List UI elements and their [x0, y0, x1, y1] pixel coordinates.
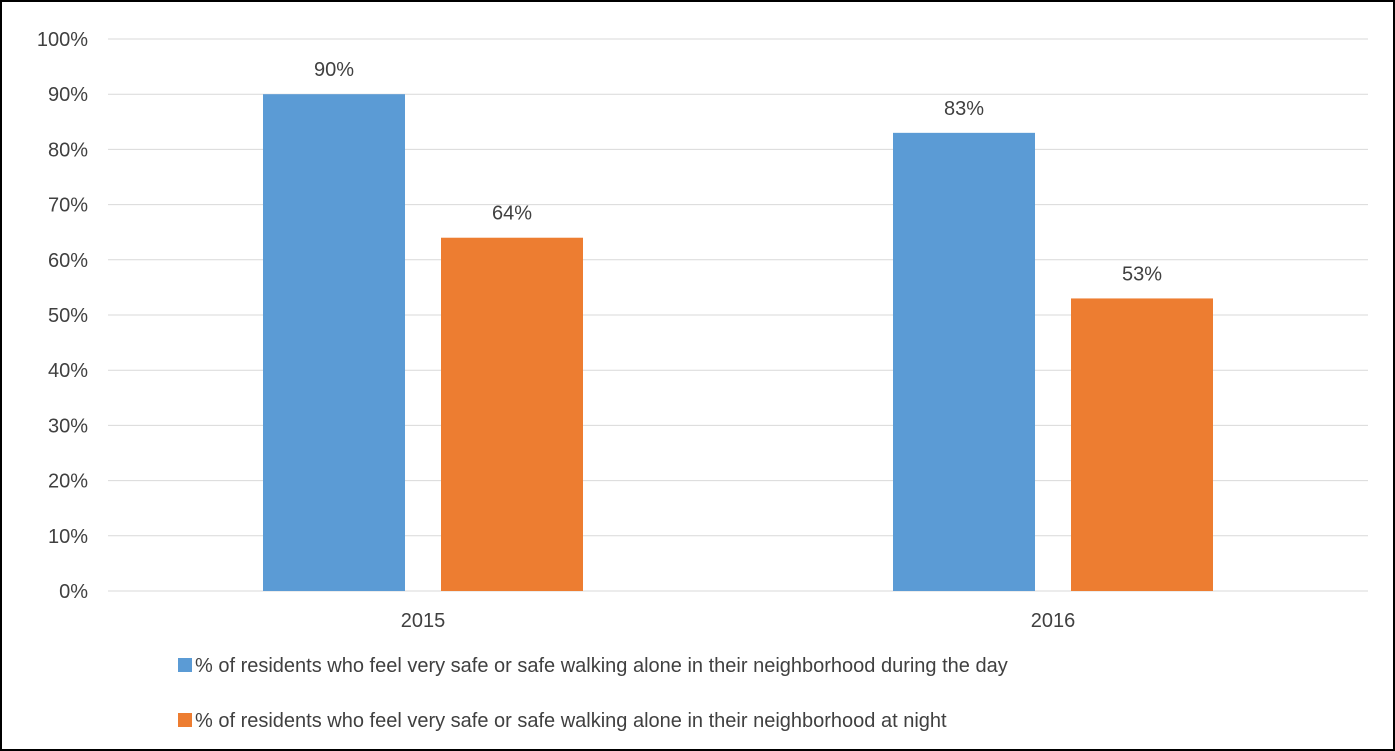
- y-tick-label: 100%: [37, 29, 88, 51]
- y-tick-label: 50%: [48, 305, 88, 327]
- legend-swatch: [178, 713, 192, 727]
- y-tick-label: 80%: [48, 139, 88, 161]
- bar-2016-series-2: [1071, 298, 1213, 591]
- data-label: 83%: [944, 98, 984, 120]
- x-axis-tick-labels: 2015 2016: [401, 610, 1076, 632]
- legend-label: % of residents who feel very safe or saf…: [195, 710, 947, 732]
- y-tick-label: 0%: [59, 581, 88, 603]
- y-tick-label: 30%: [48, 415, 88, 437]
- legend-swatch: [178, 658, 192, 672]
- y-axis-tick-labels: 0% 10% 20% 30% 40% 50% 60% 70% 80% 90% 100%: [37, 29, 88, 603]
- y-tick-label: 20%: [48, 471, 88, 493]
- bar-2015-series-1: [263, 94, 405, 591]
- y-tick-label: 90%: [48, 84, 88, 106]
- bars: [263, 94, 1213, 591]
- legend-label: % of residents who feel very safe or saf…: [195, 655, 1008, 677]
- data-label: 64%: [492, 203, 532, 225]
- y-tick-label: 40%: [48, 360, 88, 382]
- bar-2015-series-2: [441, 237, 583, 591]
- x-tick-label: 2015: [401, 610, 446, 632]
- x-tick-label: 2016: [1031, 610, 1076, 632]
- data-labels: 90% 64% 83% 53%: [314, 59, 1162, 285]
- y-tick-label: 70%: [48, 195, 88, 217]
- bar-2016-series-1: [893, 132, 1035, 591]
- data-label: 90%: [314, 59, 354, 81]
- data-label: 53%: [1122, 263, 1162, 285]
- y-tick-label: 10%: [48, 526, 88, 548]
- y-tick-label: 60%: [48, 250, 88, 272]
- legend: % of residents who feel very safe or saf…: [178, 655, 1008, 732]
